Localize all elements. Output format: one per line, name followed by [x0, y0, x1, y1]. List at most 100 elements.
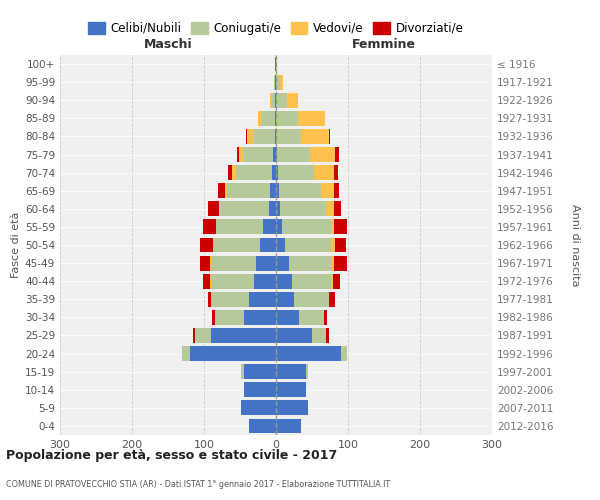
- Bar: [272, 165, 276, 180]
- Bar: [276, 418, 301, 434]
- Bar: [276, 328, 312, 343]
- Bar: [227, 184, 270, 198]
- Bar: [275, 111, 276, 126]
- Bar: [276, 184, 279, 198]
- Bar: [334, 202, 341, 216]
- Bar: [212, 310, 215, 325]
- Bar: [326, 328, 329, 343]
- Bar: [331, 274, 333, 288]
- Bar: [334, 256, 347, 270]
- Bar: [196, 328, 211, 343]
- Bar: [276, 400, 308, 415]
- Bar: [215, 310, 244, 325]
- Bar: [275, 74, 276, 90]
- Bar: [219, 202, 220, 216]
- Bar: [275, 93, 276, 108]
- Bar: [312, 328, 326, 343]
- Bar: [314, 165, 334, 180]
- Bar: [248, 418, 276, 434]
- Bar: [203, 274, 211, 288]
- Bar: [182, 346, 190, 361]
- Bar: [190, 346, 276, 361]
- Bar: [200, 238, 212, 252]
- Bar: [294, 292, 329, 306]
- Bar: [216, 220, 263, 234]
- Bar: [253, 129, 275, 144]
- Bar: [211, 328, 276, 343]
- Bar: [289, 256, 332, 270]
- Text: Maschi: Maschi: [143, 38, 193, 52]
- Bar: [229, 165, 232, 180]
- Bar: [276, 56, 277, 72]
- Bar: [334, 184, 340, 198]
- Bar: [282, 220, 331, 234]
- Legend: Celibi/Nubili, Coniugati/e, Vedovi/e, Divorziati/e: Celibi/Nubili, Coniugati/e, Vedovi/e, Di…: [83, 17, 469, 40]
- Bar: [260, 238, 276, 252]
- Bar: [331, 220, 334, 234]
- Bar: [211, 292, 248, 306]
- Bar: [292, 274, 331, 288]
- Bar: [243, 147, 273, 162]
- Bar: [284, 238, 331, 252]
- Bar: [270, 184, 276, 198]
- Bar: [329, 129, 330, 144]
- Bar: [299, 310, 324, 325]
- Bar: [276, 202, 280, 216]
- Bar: [326, 202, 334, 216]
- Bar: [276, 382, 306, 397]
- Bar: [335, 147, 338, 162]
- Bar: [193, 328, 196, 343]
- Bar: [203, 220, 215, 234]
- Bar: [324, 310, 327, 325]
- Y-axis label: Fasce di età: Fasce di età: [11, 212, 21, 278]
- Bar: [236, 165, 272, 180]
- Bar: [333, 274, 340, 288]
- Bar: [276, 147, 277, 162]
- Bar: [306, 364, 308, 379]
- Bar: [301, 129, 329, 144]
- Bar: [275, 56, 276, 72]
- Bar: [276, 310, 299, 325]
- Text: Femmine: Femmine: [352, 38, 416, 52]
- Bar: [220, 202, 269, 216]
- Bar: [244, 310, 276, 325]
- Bar: [214, 238, 260, 252]
- Bar: [225, 184, 227, 198]
- Bar: [276, 238, 284, 252]
- Bar: [331, 238, 335, 252]
- Bar: [276, 74, 280, 90]
- Bar: [212, 238, 214, 252]
- Bar: [241, 400, 276, 415]
- Bar: [274, 74, 275, 90]
- Bar: [208, 202, 219, 216]
- Bar: [244, 364, 276, 379]
- Bar: [269, 202, 276, 216]
- Bar: [258, 111, 262, 126]
- Bar: [211, 274, 254, 288]
- Bar: [341, 346, 347, 361]
- Bar: [200, 256, 211, 270]
- Bar: [276, 364, 306, 379]
- Bar: [272, 93, 275, 108]
- Bar: [335, 238, 346, 252]
- Bar: [276, 346, 341, 361]
- Bar: [276, 292, 294, 306]
- Bar: [280, 74, 283, 90]
- Bar: [334, 165, 338, 180]
- Bar: [262, 111, 275, 126]
- Bar: [248, 292, 276, 306]
- Text: COMUNE DI PRATOVECCHIO STIA (AR) - Dati ISTAT 1° gennaio 2017 - Elaborazione TUT: COMUNE DI PRATOVECCHIO STIA (AR) - Dati …: [6, 480, 390, 489]
- Bar: [270, 93, 272, 108]
- Bar: [287, 93, 298, 108]
- Bar: [254, 274, 276, 288]
- Bar: [279, 184, 320, 198]
- Bar: [310, 147, 335, 162]
- Bar: [334, 220, 347, 234]
- Bar: [263, 220, 276, 234]
- Bar: [215, 220, 216, 234]
- Bar: [246, 129, 247, 144]
- Bar: [241, 364, 244, 379]
- Bar: [276, 165, 278, 180]
- Bar: [276, 129, 301, 144]
- Text: Popolazione per età, sesso e stato civile - 2017: Popolazione per età, sesso e stato civil…: [6, 450, 337, 462]
